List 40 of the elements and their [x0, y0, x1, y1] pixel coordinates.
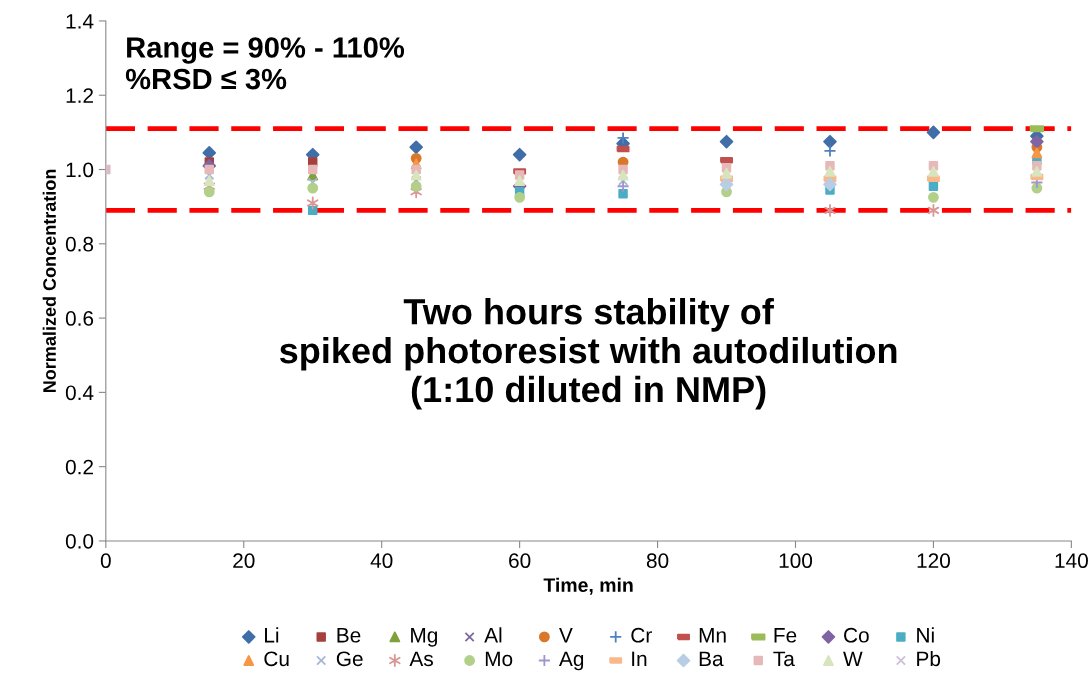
y-axis-title: Normalized Concentration — [42, 169, 56, 393]
annotation: Range = 90% - 110% %RSD ≤ 3% — [125, 37, 405, 90]
x-tick-label: 140 — [1055, 553, 1088, 569]
x-axis-title: Time, min — [543, 577, 633, 595]
legend-label: Mg — [411, 628, 438, 647]
y-tick-label: 0.4 — [65, 385, 94, 401]
legend-label: Ni — [917, 627, 934, 643]
legend-label: Be — [337, 628, 361, 643]
legend-label: As — [409, 651, 433, 667]
legend-label: Cr — [631, 627, 652, 643]
y-tick-label: 0.2 — [65, 459, 93, 475]
y-tick-label: 0.6 — [65, 311, 94, 326]
legend-label: Co — [844, 627, 869, 643]
legend-label: Ba — [699, 651, 724, 667]
legend-label: In — [632, 651, 647, 666]
legend-label: Ge — [336, 651, 363, 667]
x-tick-label: 40 — [370, 553, 393, 569]
legend-label: Cu — [264, 651, 289, 667]
legend-label: Mn — [699, 628, 726, 643]
x-tick-label: 60 — [509, 553, 531, 569]
x-tick-label: 20 — [233, 553, 255, 569]
legend-label: Pb — [917, 650, 941, 667]
legend-label: W — [843, 651, 863, 666]
y-tick-label: 1.4 — [66, 14, 94, 29]
y-tick-label: 1.2 — [66, 88, 93, 103]
x-tick-label: 80 — [646, 553, 669, 569]
x-tick-label: 120 — [917, 553, 950, 569]
legend-label: Fe — [774, 628, 797, 643]
legend-label: Ta — [773, 651, 795, 667]
legend-label: V — [559, 628, 573, 643]
annotation: Two hours stability of spiked photoresist with autodilution (1:10 diluted in NMP) — [279, 298, 897, 410]
legend-label: Mo — [485, 651, 513, 667]
legend-label: Li — [265, 627, 279, 643]
x-tick-label: 100 — [779, 553, 813, 569]
legend-label: Al — [484, 627, 502, 643]
x-tick-label: 0 — [100, 553, 111, 569]
y-tick-label: 0.0 — [65, 533, 94, 549]
legend-label: Ag — [559, 651, 584, 671]
y-tick-label: 1.0 — [66, 162, 94, 178]
y-tick-label: 0.8 — [65, 236, 94, 252]
